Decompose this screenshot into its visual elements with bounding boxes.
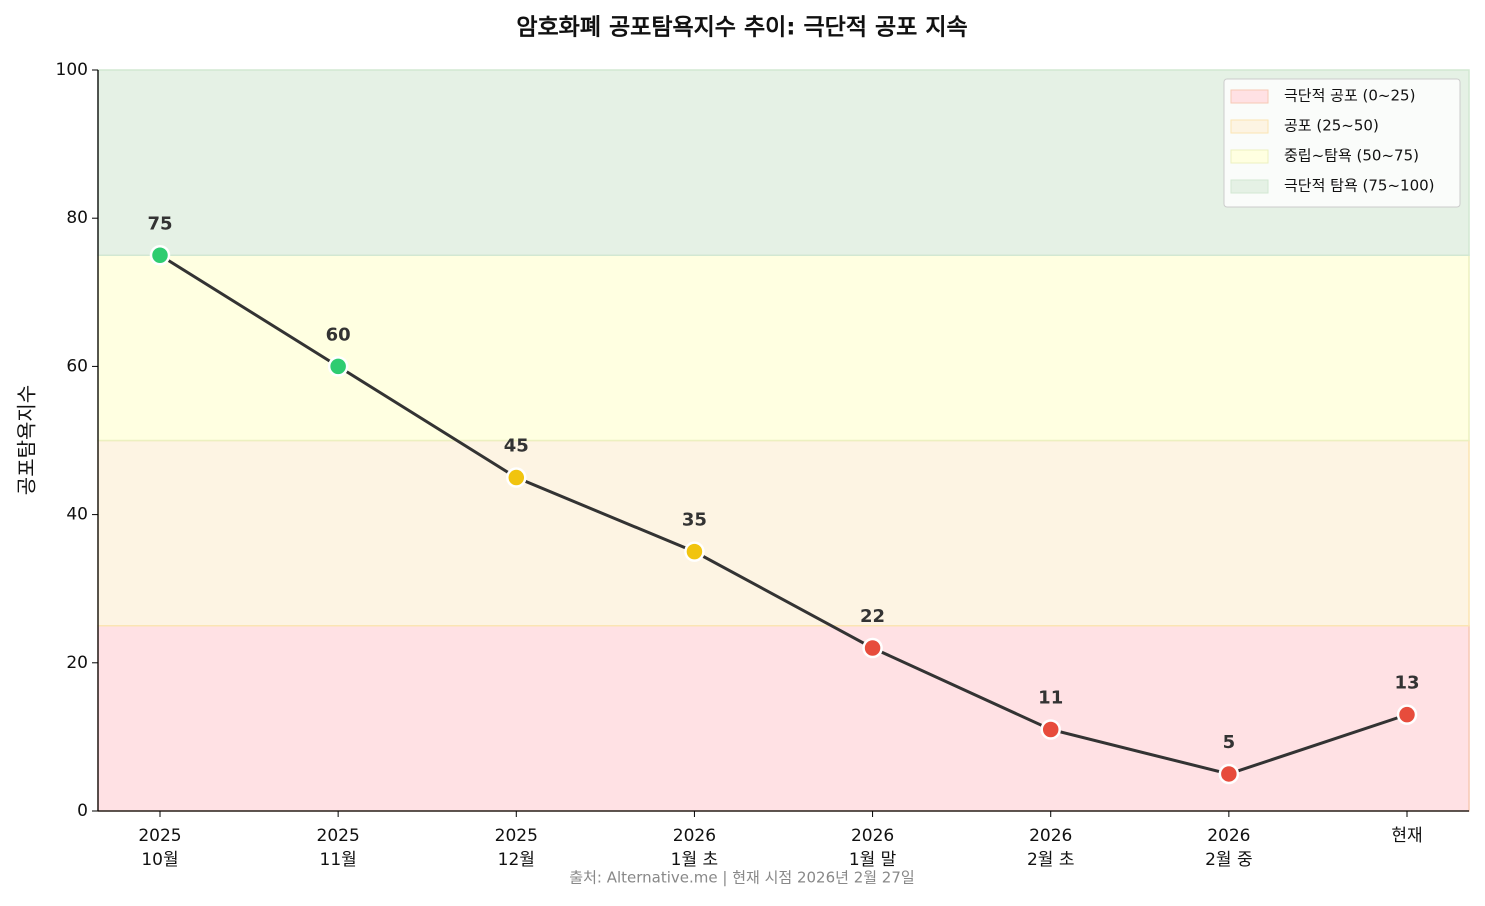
y-axis-label: 공포탐욕지수 xyxy=(15,385,39,495)
trend-line xyxy=(159,253,1408,776)
x-tick-label: 2026 xyxy=(851,826,894,846)
data-point xyxy=(327,356,349,377)
x-tick-label: 11월 xyxy=(320,850,357,870)
zone-band xyxy=(97,254,1470,442)
value-label: 75 xyxy=(147,213,172,234)
legend-label: 중립~탐욕 (50~75) xyxy=(1284,147,1419,165)
chart-title: 암호화폐 공포탐욕지수 추이: 극단적 공포 지속 xyxy=(516,15,967,41)
x-tick-label: 2026 xyxy=(673,826,716,846)
value-label: 22 xyxy=(860,606,885,627)
zone-band xyxy=(97,439,1470,627)
x-tick-label: 2026 xyxy=(1029,826,1072,846)
legend-label: 공포 (25~50) xyxy=(1284,117,1379,135)
legend-label: 극단적 공포 (0~25) xyxy=(1284,87,1415,105)
value-label: 35 xyxy=(682,510,707,531)
legend-swatch xyxy=(1230,149,1269,164)
data-point xyxy=(1396,704,1418,725)
x-tick-label: 2월 중 xyxy=(1205,850,1253,870)
legend-swatch xyxy=(1230,89,1269,104)
value-label: 13 xyxy=(1394,673,1419,694)
legend-label: 극단적 탐욕 (75~100) xyxy=(1284,177,1435,195)
legend-swatch xyxy=(1230,179,1269,194)
legend-swatch xyxy=(1230,119,1269,134)
data-point xyxy=(1218,763,1240,785)
data-point xyxy=(862,637,883,659)
legend-box xyxy=(1223,78,1461,208)
x-tick-label: 2025 xyxy=(495,826,538,846)
x-tick-label: 1월 초 xyxy=(671,850,719,870)
x-tick-label: 1월 말 xyxy=(849,850,897,870)
data-point xyxy=(1040,719,1061,740)
x-tick-label: 2025 xyxy=(138,826,181,846)
x-tick-label: 10월 xyxy=(141,850,178,870)
data-point xyxy=(149,245,171,266)
x-tick-label: 현재 xyxy=(1391,826,1422,846)
x-tick-label: 2026 xyxy=(1207,826,1250,846)
zone-band xyxy=(97,625,1470,812)
x-tick-label: 2월 초 xyxy=(1027,850,1075,870)
y-tick-label: 100 xyxy=(56,60,88,80)
value-label: 60 xyxy=(326,324,351,345)
data-point xyxy=(684,541,705,562)
data-point xyxy=(506,467,527,488)
source-note: 출처: Alternative.me | 현재 시점 2026년 2월 27일 xyxy=(569,869,914,887)
y-tick-label: 40 xyxy=(66,505,88,525)
value-label: 5 xyxy=(1223,732,1236,753)
y-tick-label: 80 xyxy=(66,208,88,228)
x-tick-label: 12월 xyxy=(498,850,535,870)
value-label: 11 xyxy=(1038,687,1063,708)
y-tick-label: 20 xyxy=(66,653,88,673)
y-tick-label: 0 xyxy=(77,801,88,821)
x-tick-label: 2025 xyxy=(317,826,360,846)
y-tick-label: 60 xyxy=(66,356,88,376)
value-label: 45 xyxy=(504,436,529,457)
